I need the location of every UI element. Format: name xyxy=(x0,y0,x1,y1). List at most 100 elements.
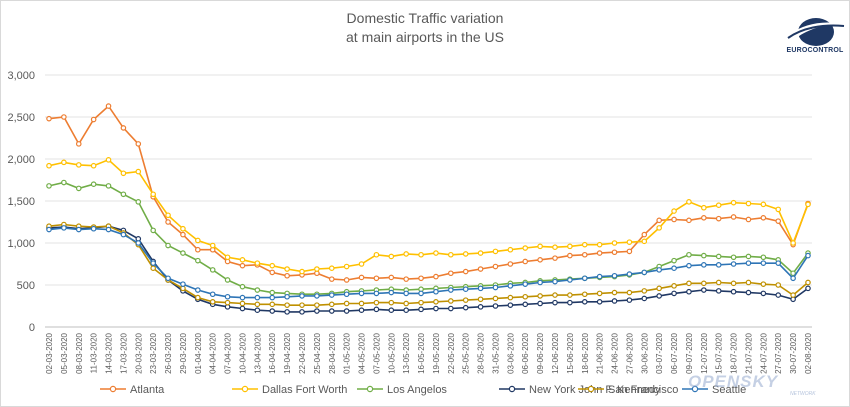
x-tick-label: 28-05-2020 xyxy=(477,332,486,373)
x-tick-label: 21-06-2020 xyxy=(596,332,605,373)
data-point xyxy=(760,281,767,287)
data-point xyxy=(715,288,722,294)
data-point xyxy=(46,115,52,122)
x-tick-label: 10-04-2020 xyxy=(238,332,247,373)
data-point xyxy=(150,265,156,272)
opensky-watermark: OPENSKY xyxy=(688,372,779,391)
x-tick-label: 06-07-2020 xyxy=(670,332,679,373)
legend: Atlanta Dallas Fort Worth Los Angelos New Y… xyxy=(100,384,746,396)
data-point xyxy=(567,243,573,250)
legend-item: Seattle xyxy=(682,384,746,396)
data-point xyxy=(239,300,246,307)
data-point xyxy=(522,293,529,300)
data-point xyxy=(775,206,782,213)
data-point xyxy=(254,301,261,308)
data-point xyxy=(522,301,529,308)
x-tick-label: 19-04-2020 xyxy=(283,332,292,373)
y-tick-label: 500 xyxy=(17,280,35,292)
data-point xyxy=(150,227,156,234)
data-point xyxy=(448,287,454,293)
legend-swatch-marker xyxy=(587,385,595,393)
series-line-seattle xyxy=(48,227,809,299)
data-point xyxy=(686,280,692,287)
data-point xyxy=(358,290,365,297)
data-point xyxy=(626,289,633,296)
legend-label: Dallas Fort Worth xyxy=(262,384,347,396)
data-point xyxy=(403,251,409,257)
data-point xyxy=(492,303,499,309)
data-point xyxy=(209,267,216,273)
data-point xyxy=(239,262,246,269)
x-tick-label: 04-05-2020 xyxy=(358,332,367,373)
data-point xyxy=(105,103,112,109)
data-point xyxy=(299,302,305,308)
legend-label: Los Angelos xyxy=(387,384,447,396)
chart-title-line-2: at main airports in the US xyxy=(346,29,504,45)
series-line-dallas-fort-worth xyxy=(48,158,809,273)
data-point xyxy=(805,252,811,259)
x-tick-label: 11-03-2020 xyxy=(90,332,99,373)
data-point xyxy=(477,250,484,256)
data-point xyxy=(328,276,335,282)
data-point xyxy=(180,281,186,287)
data-point xyxy=(522,281,529,287)
data-point xyxy=(418,299,424,306)
data-point xyxy=(373,299,380,306)
x-tick-label: 17-03-2020 xyxy=(119,332,128,373)
data-point xyxy=(61,159,67,166)
x-tick-label: 30-06-2020 xyxy=(640,332,649,373)
data-point xyxy=(611,249,618,256)
data-point xyxy=(135,141,142,147)
data-point xyxy=(388,307,395,314)
data-point xyxy=(760,290,767,297)
data-point xyxy=(656,267,662,273)
data-point xyxy=(567,299,573,306)
data-point xyxy=(284,302,290,308)
data-point xyxy=(701,287,707,293)
opensky-watermark-sub: NETWORK xyxy=(790,391,816,397)
data-point xyxy=(328,308,335,314)
data-point xyxy=(730,280,737,287)
x-tick-label: 27-06-2020 xyxy=(625,332,634,373)
legend-swatch-marker xyxy=(109,385,117,393)
data-point xyxy=(492,295,499,302)
data-point xyxy=(790,292,796,298)
x-tick-label: 24-06-2020 xyxy=(611,332,620,373)
x-tick-label: 15-07-2020 xyxy=(715,332,724,373)
x-tick-label: 31-05-2020 xyxy=(491,332,500,373)
x-tick-label: 27-07-2020 xyxy=(774,332,783,373)
legend-label: San Francisco xyxy=(608,384,678,396)
data-point xyxy=(120,170,127,177)
x-tick-label: 25-05-2020 xyxy=(462,332,471,373)
data-point xyxy=(775,282,782,288)
data-point xyxy=(552,255,558,261)
data-point xyxy=(328,292,335,298)
data-point xyxy=(61,179,67,186)
data-point xyxy=(239,294,246,301)
data-point xyxy=(418,251,424,258)
data-point xyxy=(715,215,722,222)
data-point xyxy=(537,243,543,250)
data-point xyxy=(745,216,752,223)
data-point xyxy=(314,302,320,308)
x-tick-label: 14-03-2020 xyxy=(105,332,114,373)
data-point xyxy=(760,201,767,208)
data-point xyxy=(596,298,603,305)
data-point xyxy=(239,305,246,312)
data-point xyxy=(105,157,112,163)
data-point xyxy=(135,168,142,175)
data-point xyxy=(224,299,231,306)
x-tick-label: 12-06-2020 xyxy=(551,332,560,373)
data-point xyxy=(701,262,707,268)
x-tick-label: 01-04-2020 xyxy=(194,332,203,373)
data-point xyxy=(552,299,558,306)
data-point xyxy=(537,256,543,263)
data-point xyxy=(328,301,335,308)
y-tick-label: 1,000 xyxy=(7,238,35,250)
data-point xyxy=(730,254,737,261)
x-tick-label: 24-07-2020 xyxy=(759,332,768,373)
data-point xyxy=(462,297,469,303)
data-point xyxy=(730,199,737,206)
data-point xyxy=(448,270,454,277)
data-point xyxy=(611,272,618,279)
